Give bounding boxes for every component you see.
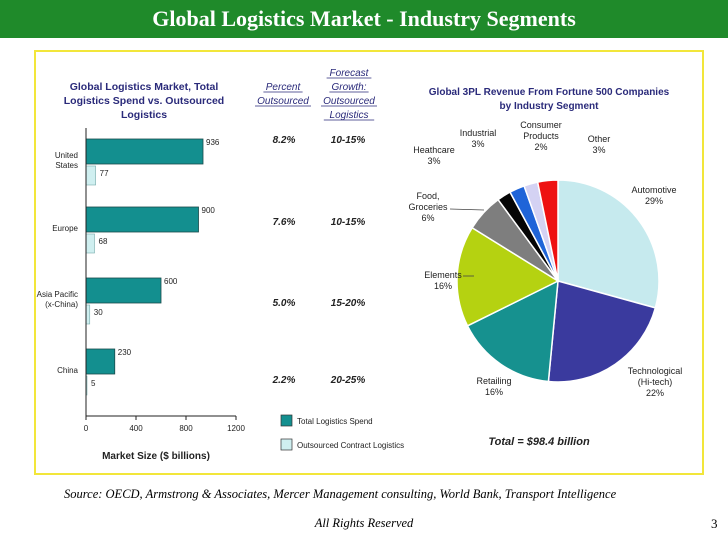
table-header-growth: Growth:	[331, 82, 366, 93]
bar-x-tick-label: 400	[129, 424, 143, 433]
pie-slice-label: Automotive	[631, 185, 676, 195]
legend-swatch	[280, 438, 293, 451]
bar-chart-title-line: Logistics Spend vs. Outsourced	[64, 95, 224, 107]
pie-slice-percent: 29%	[645, 196, 663, 206]
table-header-growth: Forecast	[330, 68, 370, 79]
table-header-growth: Outsourced	[323, 96, 375, 107]
bar-category-label: (x-China)	[45, 300, 78, 309]
bar-x-tick-label: 1200	[227, 424, 245, 433]
pie-slice-percent: 3%	[592, 145, 605, 155]
table-header-percent: Percent	[266, 82, 302, 93]
bar-chart-title-line: Global Logistics Market, Total	[70, 81, 219, 93]
slide-title: Global Logistics Market - Industry Segme…	[152, 6, 576, 31]
pie-slice	[466, 279, 559, 383]
table-growth-value: 15-20%	[331, 298, 366, 309]
bar-total-spend	[85, 277, 162, 304]
table-percent-value: 7.6%	[273, 217, 296, 228]
pie-slice	[456, 226, 560, 327]
pie-slice-label: Heathcare	[413, 145, 455, 155]
pie-title-line: by Industry Segment	[500, 101, 600, 112]
pie-slice-label: Technological	[628, 366, 683, 376]
pie-slice	[536, 179, 559, 282]
table-header-percent: Outsourced	[257, 96, 309, 107]
pie-slice-label: Industrial	[460, 128, 497, 138]
legend-label: Outsourced Contract Logistics	[297, 441, 404, 450]
outsourcing-table: Percent Outsourced Forecast Growth: Outsourc…	[255, 68, 377, 386]
bar-category-label: China	[57, 366, 78, 375]
source-note: Source: OECD, Armstrong & Associates, Me…	[64, 487, 617, 501]
bar-total-spend	[85, 138, 204, 165]
pie-slice-percent: 16%	[485, 387, 503, 397]
pie-title-line: Global 3PL Revenue From Fortune 500 Comp…	[429, 87, 670, 98]
pie-slice-label: (Hi-tech)	[638, 377, 673, 387]
pie-slice-label: Elements	[424, 270, 462, 280]
pie-slice-label: Consumer	[520, 120, 562, 130]
pie-chart: Global 3PL Revenue From Fortune 500 Comp…	[408, 87, 682, 448]
table-percent-value: 2.2%	[272, 375, 296, 386]
pie-leader-line	[449, 208, 485, 211]
bar-outsourced-value: 5	[91, 379, 96, 388]
bar-outsourced-value: 68	[99, 237, 108, 246]
bar-total-value: 600	[164, 277, 178, 286]
bar-total-spend	[85, 206, 199, 233]
bar-category-label: Europe	[52, 224, 78, 233]
page-number: 3	[711, 516, 718, 531]
pie-slice-label: Food,	[416, 191, 439, 201]
pie-slice-label: Other	[588, 134, 611, 144]
bar-outsourced-value: 77	[100, 169, 109, 178]
bar-category-label: Asia Pacific	[37, 290, 78, 299]
footer-rights: All Rights Reserved	[314, 516, 414, 530]
bar-category-label: United	[55, 151, 78, 160]
pie-slice	[557, 179, 660, 309]
bar-x-tick-label: 0	[84, 424, 89, 433]
pie-slice-percent: 3%	[427, 156, 440, 166]
table-percent-value: 5.0%	[273, 298, 296, 309]
pie-slice-percent: 22%	[646, 388, 664, 398]
pie-slice-percent: 16%	[434, 281, 452, 291]
pie-slice-label: Products	[523, 131, 559, 141]
legend-label: Total Logistics Spend	[297, 417, 373, 426]
bar-outsourced	[85, 233, 95, 254]
bar-total-value: 900	[202, 206, 216, 215]
table-header-growth: Logistics	[330, 110, 369, 121]
table-growth-value: 10-15%	[331, 217, 366, 228]
pie-slice-percent: 6%	[421, 213, 434, 223]
bar-x-axis-label: Market Size ($ billions)	[102, 451, 210, 462]
pie-slice-label: Groceries	[408, 202, 448, 212]
bar-total-value: 230	[118, 348, 132, 357]
bar-chart-title-line: Logistics	[121, 109, 167, 121]
pie-slice-percent: 2%	[534, 142, 547, 152]
bar-category-label: States	[55, 161, 78, 170]
pie-slice-label: Retailing	[476, 376, 511, 386]
title-bar	[0, 0, 728, 38]
bar-outsourced	[85, 165, 96, 186]
pie-total-label: Total = $98.4 billion	[488, 436, 590, 448]
table-growth-value: 20-25%	[330, 375, 366, 386]
table-growth-value: 10-15%	[331, 135, 366, 146]
table-percent-value: 8.2%	[273, 135, 296, 146]
bar-total-value: 936	[206, 138, 220, 147]
pie-slice	[547, 280, 657, 383]
bar-outsourced-value: 30	[94, 308, 103, 317]
pie-slice-percent: 3%	[471, 139, 484, 149]
legend-swatch	[280, 414, 293, 427]
bar-total-spend	[85, 348, 116, 375]
bar-chart: Global Logistics Market, Total Logistics …	[37, 81, 405, 462]
bar-outsourced	[85, 304, 91, 325]
bar-x-tick-label: 800	[179, 424, 193, 433]
